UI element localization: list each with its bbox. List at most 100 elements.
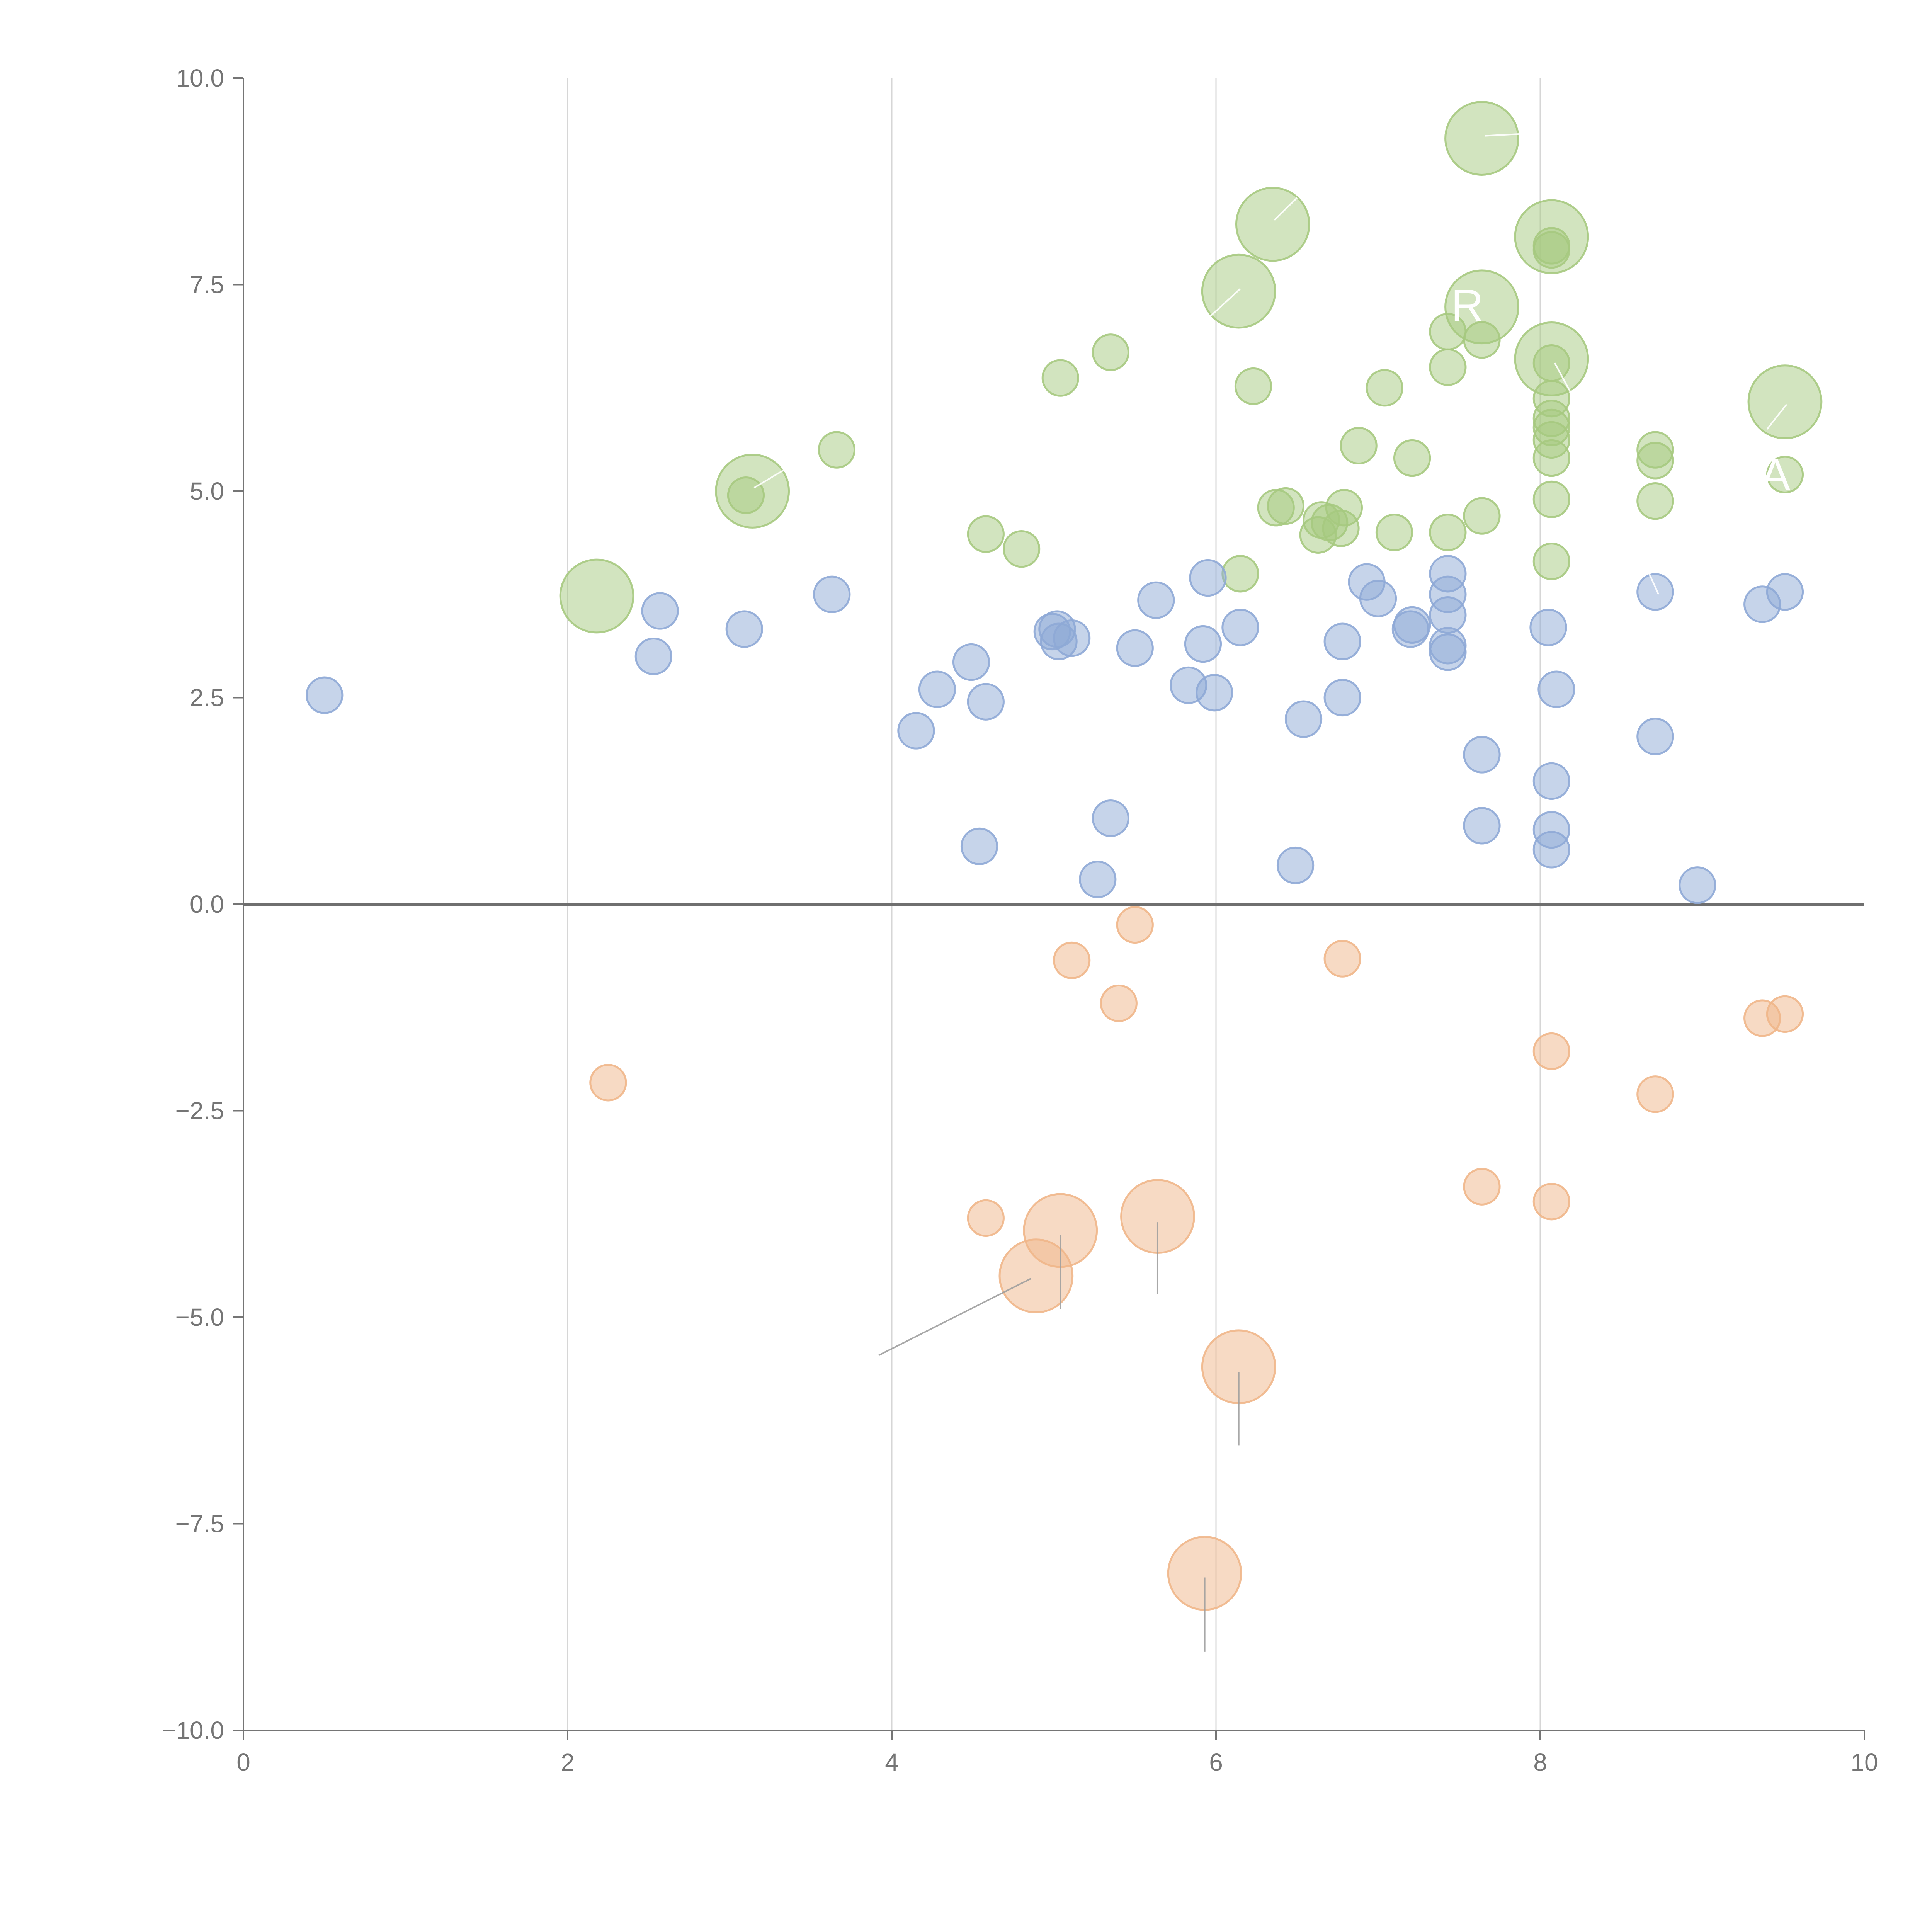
highlight-labels: RA xyxy=(1451,280,1790,500)
y-tick-label: 2.5 xyxy=(190,684,224,712)
middle-blue-point xyxy=(1393,606,1431,644)
highlight-label: A xyxy=(1760,449,1791,500)
lower-orange-point xyxy=(1766,995,1804,1033)
lower-orange-point xyxy=(1100,984,1138,1022)
y-tick-label: 7.5 xyxy=(190,271,224,299)
axes: 0 2 4 6 8 10 −10.0 −7.5 −5.0 −2.5 0.0 2.5 5.0 7.5 10.0 xyxy=(162,64,1878,1776)
y-tick-label: −7.5 xyxy=(175,1510,224,1538)
middle-blue-point xyxy=(1276,846,1315,884)
upper-green-point xyxy=(1092,333,1129,371)
lower-orange-point xyxy=(1053,941,1091,980)
middle-blue-point xyxy=(1537,670,1575,708)
upper-green-point xyxy=(1532,543,1571,580)
middle-blue-point xyxy=(1529,609,1567,646)
x-tick-label: 2 xyxy=(561,1748,575,1776)
upper-green-point xyxy=(1747,364,1823,439)
middle-blue-point xyxy=(918,670,956,708)
upper-green-point xyxy=(1041,359,1079,397)
middle-blue-point xyxy=(1532,762,1571,800)
middle-blue-point xyxy=(1359,580,1397,617)
upper-green-point xyxy=(559,558,634,634)
y-tick-label: −2.5 xyxy=(175,1097,224,1125)
upper-green-point xyxy=(1636,482,1674,520)
upper-green-point xyxy=(1463,321,1501,359)
leader-line xyxy=(1485,133,1532,137)
upper-green-point xyxy=(1340,427,1378,465)
middle-blue-point xyxy=(1196,674,1233,712)
upper-green-point xyxy=(1393,439,1431,477)
highlight-label: R xyxy=(1451,280,1483,330)
upper-green-point xyxy=(818,431,856,469)
leader-line xyxy=(878,1277,1032,1356)
upper-green-point xyxy=(1429,348,1467,386)
upper-green-point xyxy=(1002,530,1041,568)
middle-blue-point xyxy=(641,592,679,630)
upper-green-point xyxy=(1444,101,1519,176)
lower-orange-point xyxy=(1116,906,1154,944)
y-tick-label: −5.0 xyxy=(175,1303,224,1331)
lower-orange-point xyxy=(1323,940,1361,978)
middle-blue-point xyxy=(1323,679,1361,717)
y-tick-label: 0.0 xyxy=(190,890,224,918)
middle-blue-point xyxy=(306,676,344,714)
y-tick-label: 5.0 xyxy=(190,477,224,505)
upper-green-point xyxy=(1325,489,1363,527)
upper-green-point xyxy=(1375,514,1413,551)
middle-blue-point xyxy=(1463,807,1501,845)
lower-orange-point xyxy=(1636,1075,1674,1113)
upper-green-point xyxy=(1366,369,1403,407)
upper-green-point xyxy=(727,476,765,514)
upper-green-point xyxy=(1463,497,1501,535)
middle-blue-point xyxy=(952,643,990,681)
middle-blue-point xyxy=(1079,861,1117,898)
leader-line xyxy=(1645,565,1660,595)
upper-green-point xyxy=(1532,439,1571,477)
x-tick-label: 4 xyxy=(885,1748,899,1776)
middle-blue-point xyxy=(1463,736,1501,774)
middle-blue-point xyxy=(1532,831,1571,869)
middle-blue-point xyxy=(813,575,851,613)
middle-blue-point xyxy=(967,683,1005,721)
middle-blue-point xyxy=(1679,866,1716,904)
x-tick-label: 0 xyxy=(236,1748,250,1776)
x-tick-label: 8 xyxy=(1533,1748,1547,1776)
middle-blue-point xyxy=(1092,799,1129,837)
middle-blue-point xyxy=(1053,619,1091,657)
upper-green-point xyxy=(1532,231,1571,269)
upper-green-point xyxy=(1532,480,1571,519)
upper-green-point xyxy=(967,515,1005,553)
middle-blue-point xyxy=(1636,573,1674,611)
leader-line xyxy=(1766,404,1787,430)
lower-orange-point xyxy=(967,1199,1005,1237)
middle-blue-point xyxy=(1323,622,1361,660)
upper-green-point xyxy=(1221,555,1259,593)
middle-blue-point xyxy=(960,827,998,865)
middle-blue-point xyxy=(897,712,935,750)
middle-blue-point xyxy=(1189,559,1227,597)
middle-blue-point xyxy=(1137,581,1175,619)
middle-blue-point xyxy=(1429,633,1467,671)
x-tick-label: 10 xyxy=(1850,1748,1878,1776)
middle-blue-point xyxy=(1184,625,1222,663)
upper-green-point xyxy=(1429,514,1467,551)
middle-blue-point xyxy=(1116,629,1154,667)
upper-green-point xyxy=(1235,187,1310,262)
upper-green-point xyxy=(1532,344,1571,382)
upper-green-point xyxy=(1267,487,1305,525)
leader-line xyxy=(1199,288,1241,327)
upper-green-point xyxy=(1636,442,1674,480)
middle-blue-point xyxy=(634,637,672,675)
leader-line xyxy=(1554,362,1573,397)
lower-orange-point xyxy=(589,1064,627,1102)
x-tick-label: 6 xyxy=(1209,1748,1223,1776)
upper-green-point xyxy=(1234,367,1272,405)
middle-blue-point xyxy=(725,610,763,648)
leader-line xyxy=(1274,197,1298,221)
lower-orange-point xyxy=(1532,1183,1571,1221)
middle-blue-point xyxy=(1221,609,1259,646)
lower-orange-point xyxy=(1463,1168,1501,1206)
lower-orange-point xyxy=(1532,1032,1571,1070)
leader-line xyxy=(753,453,811,489)
upper-green-point xyxy=(1766,456,1804,493)
